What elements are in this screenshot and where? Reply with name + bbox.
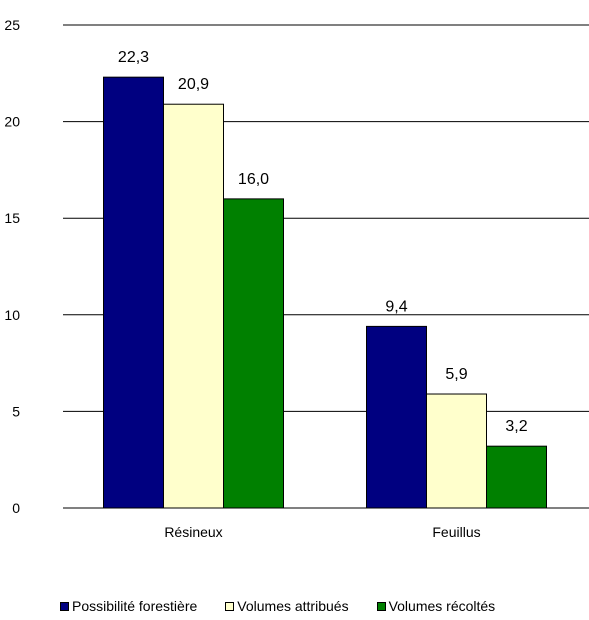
bar-0-0	[103, 76, 164, 509]
bar-1-0	[366, 325, 427, 509]
bar-1-2	[486, 445, 547, 509]
data-label: 22,3	[118, 49, 149, 66]
data-label: 9,4	[385, 298, 407, 315]
bars	[103, 76, 547, 509]
legend-swatch-possibilite	[60, 601, 69, 611]
data-label: 3,2	[505, 418, 527, 435]
data-labels: 22,3 20,9 16,0 9,4 5,9 3,2	[118, 49, 528, 435]
y-tick-label: 15	[4, 210, 20, 226]
bar-chart: 0 5 10 15 20 25 22,3 20,9 16,0 9,4 5,9 3,2 Résineu…	[4, 17, 589, 540]
data-label: 5,9	[445, 366, 467, 383]
bar-0-2	[223, 198, 284, 509]
legend-item-attribues: Volumes attribués	[225, 598, 349, 614]
y-tick-label: 25	[4, 17, 20, 33]
category-labels: Résineux Feuillus	[164, 524, 480, 540]
y-tick-label: 0	[12, 500, 20, 516]
legend-label-recoltes: Volumes récoltés	[388, 598, 496, 614]
bar-0-1	[163, 103, 224, 509]
legend-swatch-attribues	[225, 601, 235, 611]
y-tick-label: 20	[4, 114, 20, 130]
category-label: Résineux	[164, 524, 222, 540]
y-axis-tick-labels: 0 5 10 15 20 25	[4, 17, 20, 516]
legend: Possibilité forestière Volumes attribués…	[60, 598, 495, 614]
legend-label-attribues: Volumes attribués	[237, 598, 349, 614]
data-label: 20,9	[178, 76, 209, 93]
bar-1-1	[426, 393, 487, 509]
y-tick-label: 5	[12, 403, 20, 419]
data-label: 16,0	[238, 171, 269, 188]
legend-label-possibilite: Possibilité forestière	[72, 598, 198, 614]
legend-item-possibilite: Possibilité forestière	[60, 598, 197, 614]
y-tick-label: 10	[4, 307, 20, 323]
legend-swatch-recoltes	[376, 601, 386, 611]
category-label: Feuillus	[432, 524, 480, 540]
legend-item-recoltes: Volumes récoltés	[376, 598, 496, 614]
